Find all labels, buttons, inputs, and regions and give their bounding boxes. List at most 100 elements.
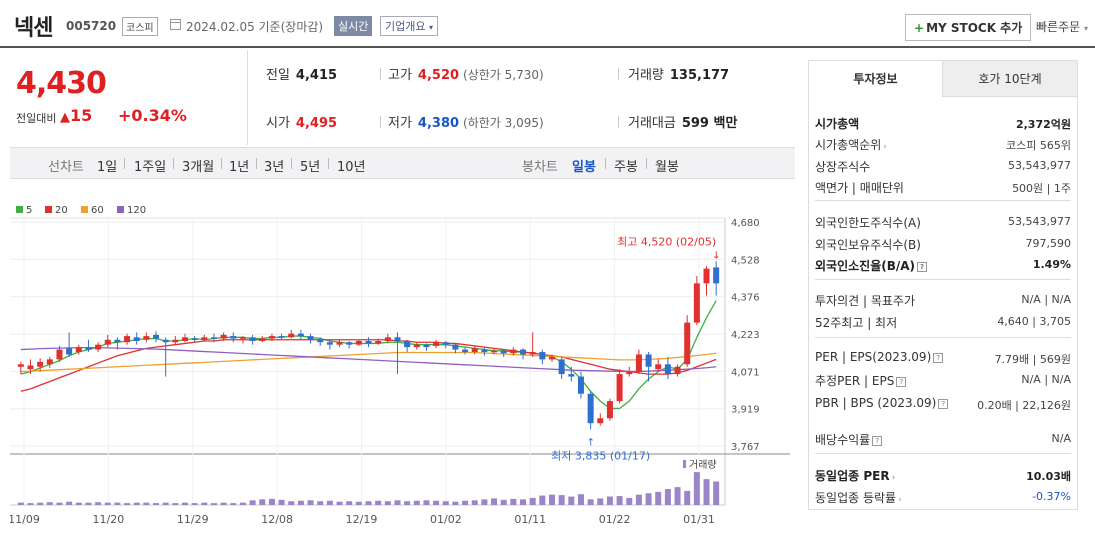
stat-low-label: 저가 [388, 116, 412, 131]
tab-orderbook[interactable]: 호가 10단계 [943, 61, 1077, 97]
volume-bar [124, 503, 131, 505]
stat-prev: 전일 4,415 [266, 64, 337, 83]
volume-legend-swatch [683, 460, 686, 468]
quick-order-dropdown[interactable]: 빠른주문 ▾ [1036, 18, 1088, 35]
stock-code: 005720 [66, 19, 117, 33]
volume-bar [239, 502, 246, 505]
change-amount: 15 [70, 106, 93, 125]
panel-row-label: 추정PER | EPS? [815, 372, 907, 389]
x-tick-label: 11/29 [177, 513, 209, 526]
volume-bar [162, 502, 169, 505]
volume-legend-label: 거래량 [689, 459, 717, 471]
tab-monthly[interactable]: 월봉 [655, 160, 679, 175]
volume-bar [500, 499, 507, 505]
help-icon[interactable]: ? [896, 376, 907, 387]
volume-bar [336, 501, 343, 505]
chart-tab-bar: 선차트 1일 1주일 3개월 1년 3년 5년 10년 봉차트 일봉 주봉 월봉 [10, 147, 795, 179]
volume-bar [587, 499, 594, 505]
stat-amount-label: 거래대금 [628, 116, 676, 131]
candle-body [520, 349, 527, 355]
candle-body [635, 354, 642, 372]
volume-bar [674, 487, 681, 505]
tab-1y[interactable]: 1년 [229, 160, 250, 175]
company-overview-dropdown[interactable]: 기업개요 ▾ [380, 16, 438, 36]
tab-investment-info[interactable]: 투자정보 [809, 61, 943, 97]
candle-body [278, 336, 285, 338]
volume-bar [75, 502, 82, 505]
x-tick-label: 01/22 [599, 513, 631, 526]
stat-high-label: 고가 [388, 68, 412, 83]
volume-bar [307, 500, 314, 505]
tab-10y[interactable]: 10년 [337, 160, 366, 175]
candle-body [133, 337, 140, 341]
x-tick-label: 11/20 [93, 513, 125, 526]
panel-row-label[interactable]: 동일업종 PER › [815, 467, 895, 484]
candle-body [664, 364, 671, 375]
panel-row-value: 797,590 [1025, 237, 1072, 250]
volume-bar [394, 500, 401, 505]
tab-daily[interactable]: 일봉 [572, 160, 596, 175]
volume-bar [462, 500, 469, 505]
panel-row-label: 배당수익률? [815, 431, 883, 448]
chart-canvas[interactable]: 5 20 60 120 4,680 4,528 4,376 4,223 4,071 3,919 3,… [8, 200, 790, 530]
volume-bar [423, 500, 430, 505]
panel-row-value: 1.49% [1032, 258, 1071, 271]
help-icon[interactable]: ? [872, 435, 883, 446]
candle-body [230, 336, 237, 339]
my-stock-add-button[interactable]: + MY STOCK 추가 [905, 14, 1032, 41]
legend-label: 20 [55, 205, 68, 216]
ma-120-line [20, 346, 717, 373]
candle-body [210, 337, 217, 339]
volume-bar [104, 502, 111, 505]
legend-swatch [45, 206, 52, 213]
tab-5y[interactable]: 5년 [300, 160, 321, 175]
panel-row-label[interactable]: 동일업종 등락률 › [815, 489, 902, 506]
candle-body [75, 347, 82, 353]
volume-bar [66, 501, 73, 505]
volume-bar [355, 501, 362, 505]
panel-row-label-text: 추정PER | EPS [815, 374, 895, 388]
panel-row-label-text: 시가총액순위 [815, 138, 882, 152]
y-tick-label: 3,919 [731, 405, 760, 416]
panel-row-value: 10.03배 [1026, 470, 1071, 483]
candle-body [597, 418, 604, 424]
tab-3m[interactable]: 3개월 [182, 160, 215, 175]
candle-body [182, 337, 189, 341]
volume-bar [713, 481, 720, 505]
up-triangle-icon: ▲ [60, 110, 70, 125]
stock-chart[interactable]: 5 20 60 120 4,680 4,528 4,376 4,223 4,071 3,919 3,… [8, 200, 790, 533]
candle-body [297, 333, 304, 337]
panel-row-label[interactable]: 시가총액순위 › [815, 136, 887, 153]
candle-body [481, 349, 488, 353]
panel-row: PBR | BPS (2023.09)? 0.20배 | 22,126원 [815, 394, 1071, 414]
panel-row-label-text: 액면가 | 매매단위 [815, 181, 904, 195]
panel-row-label-text: 배당수익률 [815, 433, 871, 447]
help-icon[interactable]: ? [938, 398, 949, 409]
panel-row: PER | EPS(2023.09)? 7.79배 | 569원 [815, 348, 1071, 368]
help-icon[interactable]: ? [933, 352, 944, 363]
tab-weekly[interactable]: 주봉 [614, 160, 638, 175]
candle-body [288, 333, 295, 338]
candle-body [606, 401, 613, 419]
volume-bar [278, 499, 285, 505]
panel-row-label-text: PBR | BPS (2023.09) [815, 396, 937, 410]
panel-row-value: -0.37% [1032, 490, 1071, 503]
panel-row-label-text: 투자의견 | 목표주가 [815, 294, 915, 308]
candle-body [37, 361, 44, 367]
my-stock-label: MY STOCK 추가 [926, 21, 1023, 35]
tab-3y[interactable]: 3년 [264, 160, 285, 175]
volume-bar [182, 502, 189, 505]
low-annotation: 최저 3,835 (01/17) [551, 449, 650, 462]
tab-1w[interactable]: 1주일 [134, 160, 167, 175]
candle-body [17, 364, 24, 367]
volume-bar [259, 499, 266, 505]
tab-1d[interactable]: 1일 [97, 160, 118, 175]
help-icon[interactable]: ? [917, 261, 928, 272]
realtime-button[interactable]: 실시간 [334, 16, 373, 36]
volume-bar [606, 496, 613, 505]
y-tick-label: 4,680 [731, 218, 760, 229]
price-box: 4,430 전일대비 ▲15 +0.34% [10, 50, 248, 145]
candle-body [346, 342, 353, 345]
quick-order-label: 빠른주문 [1036, 20, 1081, 34]
candle-body [587, 393, 594, 424]
